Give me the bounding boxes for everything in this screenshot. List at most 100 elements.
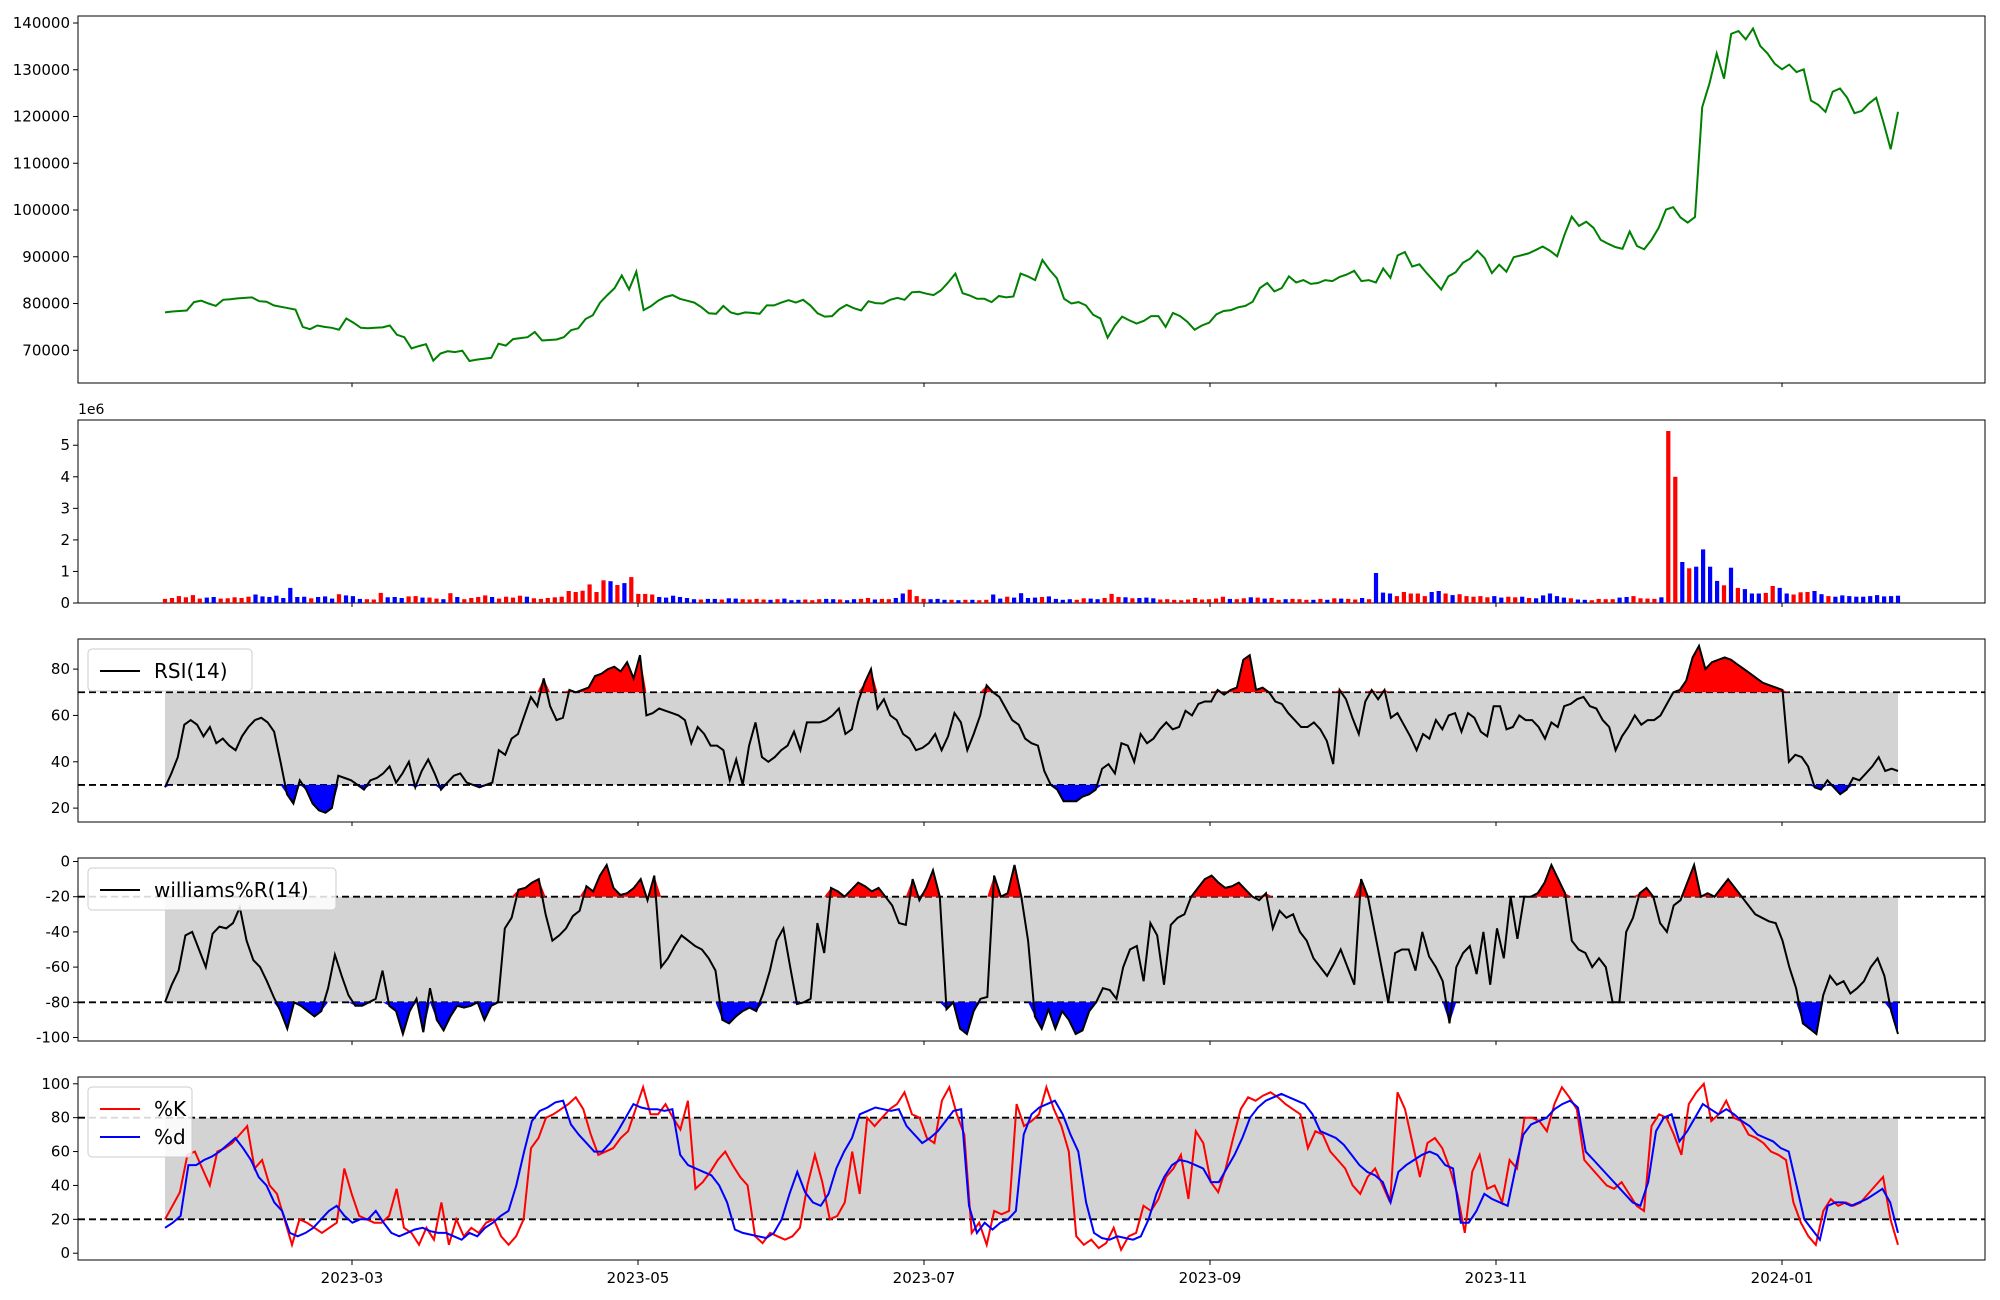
volume-bar	[1443, 593, 1448, 603]
volume-bar	[1005, 596, 1010, 603]
y-tick-label: 140000	[13, 14, 70, 32]
y-tick-label: 0	[60, 1244, 70, 1262]
oversold-fill	[165, 1002, 1898, 1034]
y-tick-label: 60	[51, 1143, 70, 1161]
volume-bar	[740, 599, 745, 603]
volume-bar	[1763, 592, 1768, 603]
legend-box	[87, 867, 337, 911]
volume-bar	[343, 595, 349, 603]
volume-bar	[907, 589, 912, 603]
volume-bar	[1645, 598, 1650, 603]
volume-bar	[1088, 598, 1093, 603]
volume-bar	[747, 599, 752, 603]
y-tick-label: 20	[51, 1210, 70, 1228]
volume-bar	[1777, 587, 1782, 603]
volume-bar	[176, 596, 181, 603]
volume-bar	[657, 597, 662, 603]
neutral-band	[165, 1117, 1898, 1220]
y-tick-label: 80000	[22, 295, 70, 313]
volume-bar	[517, 595, 523, 603]
volume-bar	[225, 598, 230, 603]
volume-bar	[462, 599, 467, 603]
volume-bar	[671, 595, 676, 603]
volume-bar	[1791, 594, 1796, 603]
volume-bar	[1624, 597, 1629, 603]
volume-bar	[1394, 596, 1399, 603]
volume-bar	[1158, 599, 1163, 603]
d-line	[164, 1092, 1899, 1242]
volume-bar	[858, 598, 864, 603]
y-tick-label: 100000	[13, 201, 70, 219]
volume-bar	[956, 600, 961, 603]
volume-bar	[323, 596, 328, 603]
volume-bar	[1478, 596, 1483, 603]
volume-bar	[698, 599, 703, 603]
volume-bar	[1415, 593, 1420, 603]
volume-bar	[1708, 566, 1713, 603]
volume-bar	[1186, 599, 1191, 603]
volume-bar	[1012, 597, 1017, 603]
volume-bar	[1527, 598, 1532, 603]
volume-bar	[636, 593, 641, 603]
volume-bar	[1401, 592, 1406, 603]
volume-bar	[977, 600, 982, 603]
volume-bar	[267, 597, 272, 603]
volume-bar	[789, 600, 794, 603]
volume-bar	[1457, 594, 1462, 603]
volume-bar	[1756, 593, 1761, 603]
volume-bar	[1234, 599, 1239, 603]
volume-bar	[1805, 592, 1810, 603]
volume-bar	[204, 597, 209, 603]
volume-bar	[580, 590, 585, 603]
volume-bar	[1248, 597, 1253, 603]
volume-bar	[615, 585, 620, 603]
volume-bar	[677, 597, 683, 603]
volume-bar	[1373, 573, 1379, 603]
volume-bar	[803, 599, 808, 603]
volume-bar	[1847, 596, 1852, 603]
volume-bar	[1450, 595, 1455, 603]
volume-bar	[1464, 596, 1469, 603]
y-tick-label: -100	[36, 1028, 70, 1046]
volume-bar	[552, 597, 557, 603]
volume-bar	[1137, 598, 1142, 603]
volume-bar	[1499, 597, 1504, 603]
y-tick-label: 1	[60, 562, 70, 580]
volume-bar	[838, 599, 843, 603]
y-tick-label: 5	[60, 436, 70, 454]
volume-bar	[865, 598, 871, 603]
y-tick-label: 0	[60, 853, 70, 871]
x-tick-label: 2023-11	[1465, 1269, 1528, 1287]
volume-bar	[545, 598, 550, 603]
volume-bar	[1861, 596, 1866, 603]
volume-bar	[1067, 599, 1072, 603]
volume-bar	[893, 598, 898, 603]
volume-bar	[1193, 598, 1198, 603]
volume-bar	[1819, 594, 1824, 603]
x-tick-label: 2024-01	[1751, 1269, 1814, 1287]
volume-bar	[1165, 599, 1170, 603]
volume-bar	[1840, 595, 1845, 603]
volume-bar	[336, 594, 342, 603]
volume-bar	[385, 597, 390, 603]
volume-bar	[1749, 593, 1754, 603]
k-line	[164, 1081, 1899, 1253]
volume-bar	[851, 599, 857, 603]
volume-bar	[218, 598, 223, 603]
volume-bar	[399, 598, 404, 603]
volume-bar	[1617, 597, 1622, 603]
volume-bar	[1095, 599, 1100, 603]
volume-bar	[239, 598, 244, 603]
volume-bar	[274, 595, 279, 603]
volume-bar	[1325, 599, 1330, 603]
y-tick-label: 130000	[13, 61, 70, 79]
volume-bar	[1541, 595, 1546, 603]
y-tick-label: 0	[60, 594, 70, 612]
legend-label: RSI(14)	[154, 659, 228, 683]
volume-bar	[1520, 596, 1525, 603]
y-tick-label: 60	[51, 706, 70, 724]
volume-bar	[1561, 597, 1566, 603]
volume-bar	[872, 599, 877, 603]
volume-bar	[357, 598, 362, 603]
